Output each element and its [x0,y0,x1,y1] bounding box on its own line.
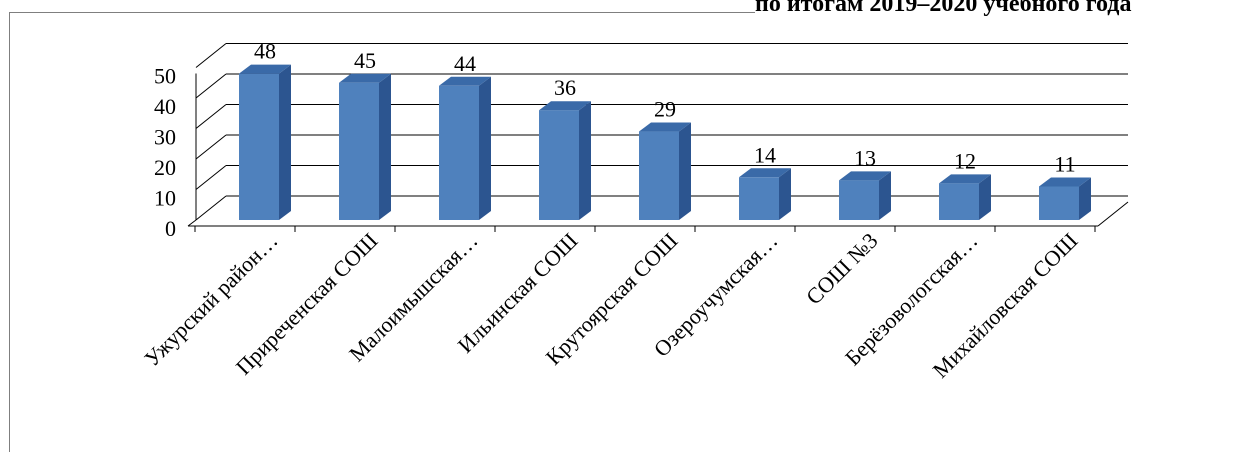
data-label-1: 45 [354,48,376,73]
bar-side-5 [779,168,791,220]
bar-top-6 [839,171,891,181]
data-label-5: 14 [754,142,776,167]
y-tick-label-0: 0 [165,216,176,241]
x-tick-label-6: СОШ №3 [801,228,882,309]
data-label-7: 12 [954,148,976,173]
bar-front-8 [1039,186,1079,220]
bar-top-5 [739,168,791,178]
bar-front-4 [639,131,679,220]
bar-side-4 [679,122,691,220]
bar-side-0 [279,64,291,220]
bar-3 [539,101,591,220]
data-label-3: 36 [554,75,576,100]
data-label-4: 29 [654,97,676,122]
gridline-side-0 [195,195,227,221]
gridline-side-20 [195,134,227,160]
chart-heading-fragment: по итогам 2019–2020 учебного года [755,0,1131,17]
bar-top-3 [539,101,591,111]
bar-8 [1039,177,1091,220]
y-tick-label-50: 50 [154,64,176,89]
gridline-side-50 [195,43,227,68]
y-tick-label-40: 40 [154,94,176,119]
bar-front-0 [239,73,279,220]
bar-1 [339,73,391,220]
bar-front-5 [739,177,779,220]
bar-4 [639,122,691,220]
bar-6 [839,171,891,220]
bar-0 [239,64,291,220]
bar-side-1 [379,73,391,220]
bar-top-1 [339,73,391,83]
bar-front-3 [539,110,579,220]
floor-left-edge [187,219,197,227]
bar-2 [439,76,491,220]
data-label-2: 44 [454,51,476,76]
gridline-side-30 [195,104,227,129]
bar-5 [739,168,791,220]
bar-side-3 [579,101,591,220]
gridline-side-10 [195,165,227,190]
bar-top-4 [639,122,691,132]
bar-front-7 [939,183,979,220]
bar-front-1 [339,82,379,220]
data-label-8: 11 [1054,151,1075,176]
y-tick-label-10: 10 [154,186,176,211]
gridline-side-40 [195,73,227,99]
bar-top-7 [939,174,991,184]
y-tick-label-20: 20 [154,155,176,180]
bar-top-0 [239,64,291,74]
bar-front-2 [439,85,479,220]
bar-7 [939,174,991,220]
bar-front-6 [839,180,879,220]
bar-side-7 [979,174,991,220]
bar-side-6 [879,171,891,220]
data-label-6: 13 [854,145,876,170]
y-tick-label-30: 30 [154,125,176,150]
data-label-0: 48 [254,39,276,64]
floor-right-edge [1097,201,1129,227]
bar-side-2 [479,76,491,220]
bar-top-8 [1039,177,1091,187]
bar-side-8 [1079,177,1091,220]
bar-top-2 [439,76,491,86]
